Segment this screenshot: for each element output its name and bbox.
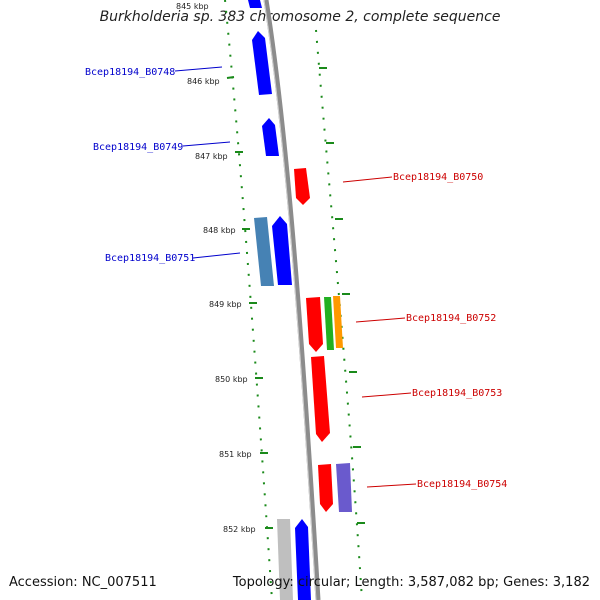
gene-label-b0753[interactable]: Bcep18194_B0753 bbox=[412, 388, 502, 399]
gene-label-b0748[interactable]: Bcep18194_B0748 bbox=[85, 67, 175, 78]
chromosome-backbone-highlight bbox=[263, 0, 317, 600]
gene-label-b0752[interactable]: Bcep18194_B0752 bbox=[406, 313, 496, 324]
tick-label-846: 846 kbp bbox=[187, 77, 220, 86]
gene-feature-b0749[interactable] bbox=[262, 118, 279, 156]
tick-label-851: 851 kbp bbox=[219, 450, 252, 459]
gene-feature-bottom-blue[interactable] bbox=[295, 519, 311, 600]
gene-feature-b0751[interactable] bbox=[272, 216, 292, 285]
leader-line-b0749 bbox=[182, 141, 231, 147]
leader-line-b0752 bbox=[355, 317, 406, 323]
gene-feature-bottom-gray[interactable] bbox=[277, 519, 293, 600]
leader-line-b0750 bbox=[342, 176, 393, 183]
leader-line-b0754 bbox=[366, 483, 417, 488]
gene-label-b0750[interactable]: Bcep18194_B0750 bbox=[393, 172, 483, 183]
gene-feature-b0754-purple[interactable] bbox=[336, 463, 352, 512]
gene-feature-b0753[interactable] bbox=[311, 356, 330, 442]
gene-feature-top-left[interactable] bbox=[248, 0, 262, 8]
tick-label-852: 852 kbp bbox=[223, 525, 256, 534]
chromosome-backbone bbox=[263, 0, 321, 600]
map-title: Burkholderia sp. 383 chromosome 2, compl… bbox=[99, 9, 501, 25]
leader-line-b0751 bbox=[192, 252, 241, 259]
tick-label-848: 848 kbp bbox=[203, 226, 236, 235]
accession-text: Accession: NC_007511 bbox=[9, 575, 157, 590]
leader-line-b0748 bbox=[174, 66, 223, 72]
tick-label-847: 847 kbp bbox=[195, 152, 228, 161]
gene-label-b0749[interactable]: Bcep18194_B0749 bbox=[93, 142, 183, 153]
gene-feature-b0754[interactable] bbox=[318, 464, 333, 512]
tick-label-849: 849 kbp bbox=[209, 300, 242, 309]
major-ticks bbox=[226, 67, 365, 529]
left-tick-track bbox=[224, 0, 273, 600]
gene-feature-b0752[interactable] bbox=[306, 297, 323, 352]
gene-feature-b0752-green[interactable] bbox=[324, 297, 334, 350]
gene-feature-b0751-steel[interactable] bbox=[254, 217, 274, 286]
gene-feature-b0748[interactable] bbox=[252, 31, 272, 95]
tick-label-845: 845 kbp bbox=[176, 2, 209, 11]
leader-line-b0753 bbox=[361, 392, 412, 398]
gene-label-b0751[interactable]: Bcep18194_B0751 bbox=[105, 253, 195, 264]
gene-feature-b0750[interactable] bbox=[294, 168, 310, 205]
gene-label-b0754[interactable]: Bcep18194_B0754 bbox=[417, 479, 507, 490]
tick-label-850: 850 kbp bbox=[215, 375, 248, 384]
gene-feature-b0752-orange[interactable] bbox=[333, 296, 343, 348]
topology-summary: Topology: circular; Length: 3,587,082 bp… bbox=[232, 575, 590, 590]
